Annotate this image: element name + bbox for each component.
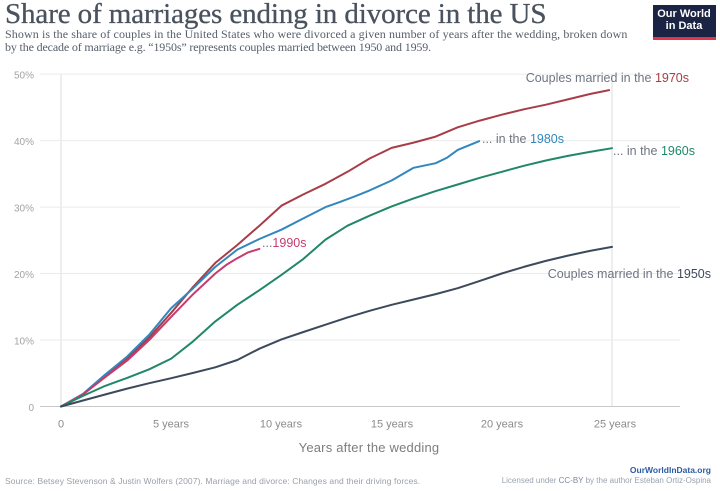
svg-text:10%: 10% — [14, 337, 34, 348]
svg-text:... in the 1960s: ... in the 1960s — [613, 144, 695, 158]
svg-text:30%: 30% — [14, 204, 34, 215]
svg-text:0: 0 — [28, 403, 34, 414]
svg-text:Years after the wedding: Years after the wedding — [299, 440, 440, 455]
svg-text:5 years: 5 years — [153, 419, 190, 431]
svg-text:20%: 20% — [14, 270, 34, 281]
svg-text:Licensed under CC-BY by the au: Licensed under CC-BY by the author Esteb… — [502, 476, 712, 485]
svg-text:20 years: 20 years — [481, 419, 524, 431]
svg-text:Couples married in the 1950s: Couples married in the 1950s — [548, 267, 711, 281]
svg-text:... in the 1980s: ... in the 1980s — [482, 132, 564, 146]
svg-text:40%: 40% — [14, 137, 34, 148]
svg-text:Couples married in the 1970s: Couples married in the 1970s — [526, 71, 689, 85]
svg-text:OurWorldInData.org: OurWorldInData.org — [630, 465, 711, 475]
svg-text:15 years: 15 years — [371, 419, 414, 431]
svg-text:25 years: 25 years — [594, 419, 637, 431]
svg-text:Source: Betsey Stevenson & Jus: Source: Betsey Stevenson & Justin Wolfer… — [5, 476, 420, 486]
svg-text:0: 0 — [58, 419, 64, 431]
svg-text:...1990s: ...1990s — [262, 236, 306, 250]
svg-text:50%: 50% — [14, 71, 34, 82]
svg-text:10 years: 10 years — [260, 419, 303, 431]
